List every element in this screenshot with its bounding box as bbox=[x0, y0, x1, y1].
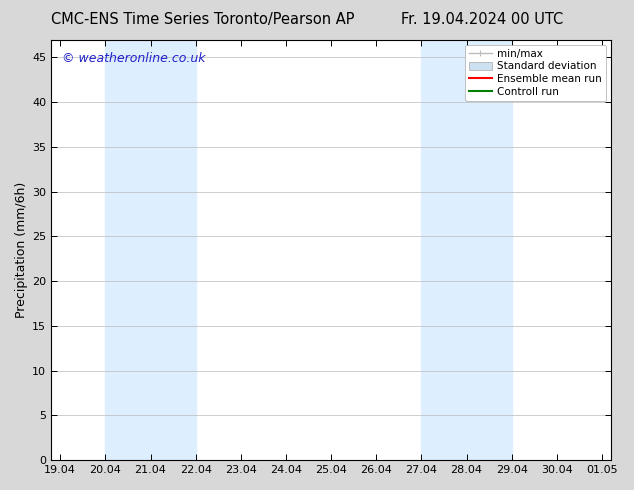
Text: Fr. 19.04.2024 00 UTC: Fr. 19.04.2024 00 UTC bbox=[401, 12, 563, 27]
Text: CMC-ENS Time Series Toronto/Pearson AP: CMC-ENS Time Series Toronto/Pearson AP bbox=[51, 12, 354, 27]
Text: © weatheronline.co.uk: © weatheronline.co.uk bbox=[62, 52, 206, 65]
Legend: min/max, Standard deviation, Ensemble mean run, Controll run: min/max, Standard deviation, Ensemble me… bbox=[465, 45, 606, 101]
Bar bbox=[422, 40, 512, 460]
Y-axis label: Precipitation (mm/6h): Precipitation (mm/6h) bbox=[15, 182, 28, 318]
Bar bbox=[105, 40, 196, 460]
